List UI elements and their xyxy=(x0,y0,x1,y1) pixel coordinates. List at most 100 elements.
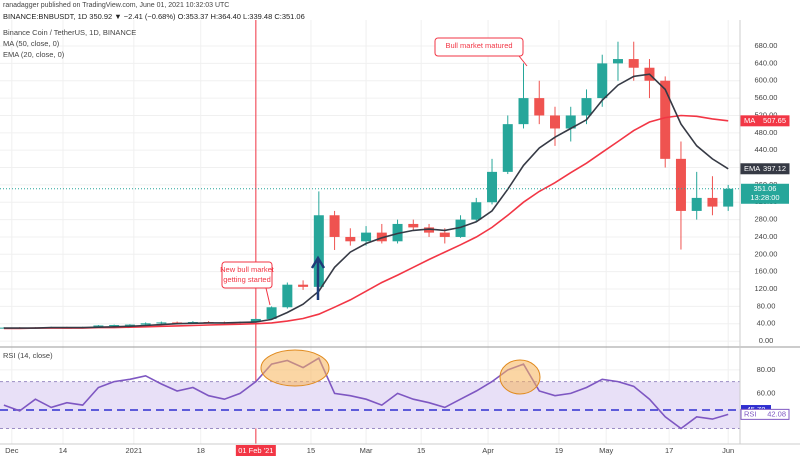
y-tick-label: 80.00 xyxy=(757,301,776,310)
y-tick-label: 680.00 xyxy=(755,41,778,50)
candle-body xyxy=(581,98,592,116)
x-tick-label: Dec xyxy=(5,446,19,455)
y-tick-label: 560.00 xyxy=(755,93,778,102)
candle-body xyxy=(124,324,135,326)
y-tick-label: 240.00 xyxy=(755,232,778,241)
candle-body xyxy=(707,197,718,207)
x-tick-label: 19 xyxy=(555,446,563,455)
candle-body xyxy=(502,124,513,172)
y-tick-label: 160.00 xyxy=(755,267,778,276)
candle-body xyxy=(109,325,120,327)
last-price: 351.06 xyxy=(754,184,777,193)
candle-body xyxy=(439,232,450,237)
candle-body xyxy=(518,98,529,125)
y-tick-label: 60.00 xyxy=(757,388,776,397)
x-tick-label: 14 xyxy=(59,446,67,455)
y-tick-label: 120.00 xyxy=(755,284,778,293)
candle-body xyxy=(471,202,482,220)
highlight-ellipse xyxy=(499,359,541,395)
x-tick-label: 15 xyxy=(307,446,315,455)
candle-body xyxy=(156,322,167,324)
badge-value: 397.12 xyxy=(763,164,786,173)
y-tick-label: 520.00 xyxy=(755,110,778,119)
annotation-text: New bull market xyxy=(220,265,275,274)
badge-name: MA xyxy=(744,116,755,125)
value-badge xyxy=(740,408,790,420)
highlight-ellipse xyxy=(260,349,330,387)
annotation-text: Bull market matured xyxy=(445,41,512,50)
candle-body xyxy=(266,307,277,319)
y-tick-label: 200.00 xyxy=(755,249,778,258)
candle-body xyxy=(597,63,608,99)
plot: 0.00 40.00 80.00 120.00 160.00 200.00 240.00 28… xyxy=(0,20,790,456)
candle-body xyxy=(612,59,623,64)
countdown: 13:28:00 xyxy=(750,193,779,202)
publisher: ranadagger published on TradingView.com,… xyxy=(3,2,229,9)
value-badge xyxy=(740,163,790,175)
value-badge xyxy=(740,115,790,127)
rsi-band xyxy=(0,381,740,429)
series-line xyxy=(3,357,729,430)
series-line xyxy=(3,114,729,330)
candle-body xyxy=(329,215,340,237)
candle-body xyxy=(282,284,293,308)
x-tick-label: 01 Feb '21 xyxy=(238,446,273,455)
candle-body xyxy=(675,158,686,211)
annotation-text: getting started xyxy=(223,275,271,284)
value-badge xyxy=(741,183,789,204)
candle-body xyxy=(392,223,403,242)
badge-value: 42.08 xyxy=(767,409,786,418)
candle-body xyxy=(455,219,466,237)
candle-body xyxy=(361,232,372,242)
y-tick-label: 0.00 xyxy=(759,336,774,345)
y-tick-label: 280.00 xyxy=(755,215,778,224)
candle-body xyxy=(660,80,671,159)
symbol-info: BINANCE:BNBUSDT, 1D 350.92 ▼ −2.41 (−0.6… xyxy=(3,12,305,21)
candle-body xyxy=(691,197,702,211)
y-tick-label: 480.00 xyxy=(755,128,778,137)
candle-body xyxy=(487,171,498,203)
candle-body xyxy=(93,325,104,328)
x-tick-label: Apr xyxy=(482,446,494,455)
y-tick-label: 40.00 xyxy=(757,319,776,328)
candle-body xyxy=(628,59,639,68)
x-tick-label: 2021 xyxy=(125,446,142,455)
candle-body xyxy=(140,323,151,325)
candle-body xyxy=(565,115,576,129)
annotation-box xyxy=(221,261,273,289)
chart-title: Binance Coin / TetherUS, 1D, BINANCE xyxy=(3,28,136,37)
grid xyxy=(0,20,740,444)
candle-body xyxy=(345,236,356,242)
candle-body xyxy=(250,318,261,323)
candle-body xyxy=(550,115,560,129)
candle-body xyxy=(313,215,324,287)
candle-body xyxy=(376,232,387,242)
candle-body xyxy=(408,223,419,228)
annotation-pointer xyxy=(265,55,528,306)
x-tick-highlight xyxy=(235,445,276,456)
y-tick-label: 600.00 xyxy=(755,76,778,85)
y-tick-label: 640.00 xyxy=(755,58,778,67)
rsi-title: RSI (14, close) xyxy=(3,351,53,360)
x-tick-label: 17 xyxy=(665,446,673,455)
candle-body xyxy=(723,188,734,207)
badge-name: RSI xyxy=(744,409,757,418)
x-tick-label: May xyxy=(599,446,613,455)
badge-name: EMA xyxy=(744,164,760,173)
x-tick-label: Jun xyxy=(722,446,734,455)
x-tick-label: Mar xyxy=(360,446,373,455)
legend-ma: MA (50, close, 0) xyxy=(3,39,60,48)
annotation-box xyxy=(434,37,524,57)
candle-body xyxy=(424,227,435,233)
legend-ema: EMA (20, close, 0) xyxy=(3,50,65,59)
badge-value: 507.65 xyxy=(763,116,786,125)
series-line xyxy=(3,73,729,329)
y-tick-label: 440.00 xyxy=(755,145,778,154)
candle-body xyxy=(298,284,309,287)
x-tick-label: 18 xyxy=(197,446,205,455)
candle-body xyxy=(534,98,545,116)
arrow xyxy=(310,255,326,300)
y-tick-label: 80.00 xyxy=(757,365,776,374)
